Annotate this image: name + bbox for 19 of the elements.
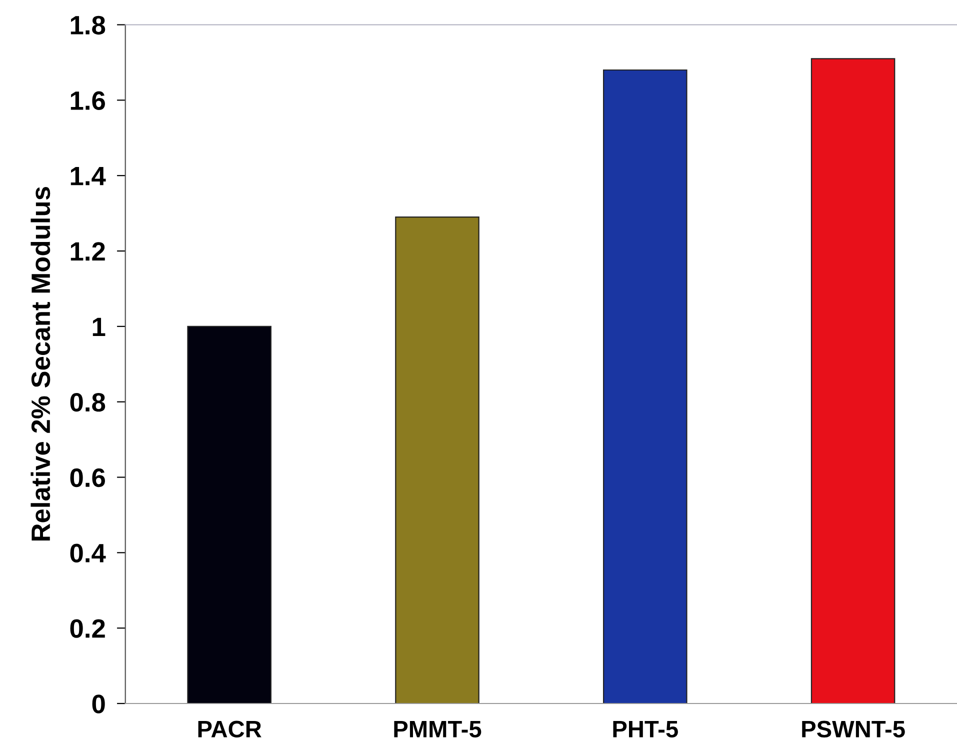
y-tick-label: 0.6 — [70, 468, 105, 488]
y-tick-label: 1.2 — [70, 242, 105, 261]
x-tick-label: PHT-5 — [613, 721, 678, 738]
x-tick-label: PSWNT-5 — [802, 720, 905, 738]
bar — [603, 69, 688, 704]
y-tick-label: 0.2 — [70, 619, 105, 638]
y-axis-title: Relative 2% Secant Modulus — [30, 187, 50, 541]
y-tick-label: 1.8 — [70, 16, 106, 35]
bar — [810, 58, 896, 704]
y-tick-label: 1.6 — [70, 91, 105, 110]
bar — [395, 216, 480, 704]
y-tick-label: 1.4 — [70, 166, 106, 186]
x-tick-label: PACR — [198, 720, 262, 738]
y-tick-label: 0 — [92, 694, 105, 714]
x-tick-label: PMMT-5 — [394, 721, 482, 738]
y-tick-label: 0.4 — [70, 544, 106, 562]
y-tick-label: 1 — [92, 318, 106, 336]
y-tick-label: 0.8 — [70, 392, 106, 412]
bar — [187, 326, 272, 704]
